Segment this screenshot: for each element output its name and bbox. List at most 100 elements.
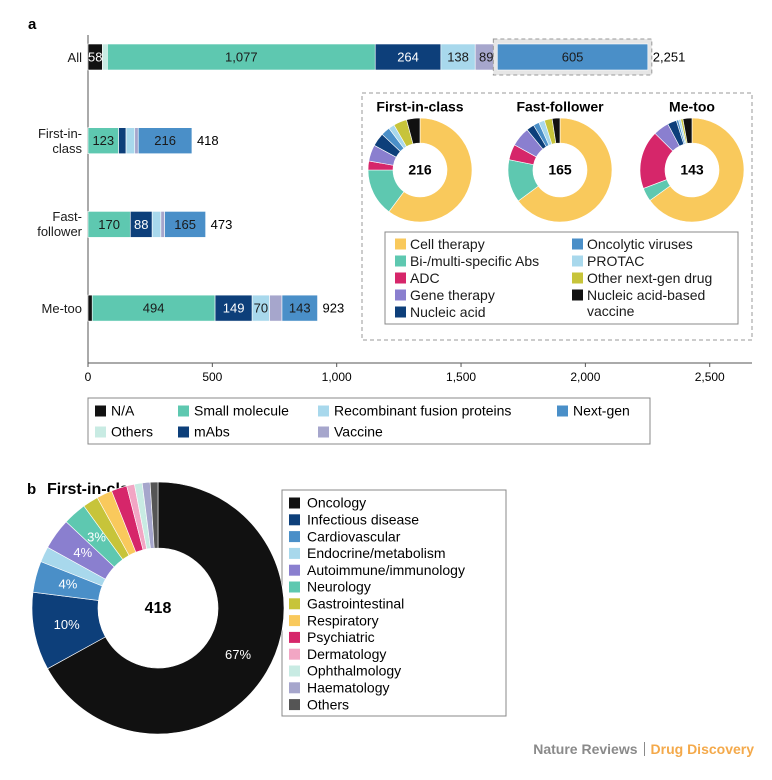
y-tick-label: Fast-follower [37,209,82,240]
data-label: 4% [73,545,92,560]
center-label: 418 [145,600,172,617]
donut-slice [406,117,421,145]
data-label: 89 [479,49,493,64]
bar-segment [374,43,442,71]
legend-label: Gastrointestinal [307,596,404,612]
legend-label: Others [111,424,153,440]
legend-swatch [289,598,300,610]
bar-segment [118,127,127,154]
bar-segment [440,43,476,71]
data-label: 143 [289,301,311,316]
data-label: 70 [254,301,268,316]
legend-label: Respiratory [307,612,379,628]
data-label: 10% [54,617,80,632]
data-label: 138 [447,49,469,64]
bar-segment [497,43,649,71]
legend-swatch [289,547,300,559]
legend-swatch [289,615,300,627]
bar-segment [137,127,193,154]
legend-swatch [395,255,406,267]
bar-segment [87,127,119,154]
legend-swatch [289,497,300,509]
legend-label: Ophthalmology [307,663,401,679]
panel-label: b [27,481,36,498]
legend-label: Endocrine/metabolism [307,545,446,561]
bar-segment [281,294,318,322]
panel-label: a [28,16,37,33]
x-tick-label: 500 [202,370,222,384]
bar-segment [87,211,131,238]
legend-swatch [289,531,300,543]
legend-label: Other next-gen drug [587,270,713,286]
legend-swatch [289,514,300,526]
donut-slice [388,117,473,223]
legend-label: Cardiovascular [307,528,401,544]
bar-segment [87,294,93,322]
publisher: Nature Reviews [533,741,638,757]
bar-segment [134,127,139,154]
legend-swatch [289,581,300,593]
legend-swatch [289,682,300,694]
legend-swatch [572,289,583,301]
data-label: 58 [88,49,102,64]
data-label: 264 [397,49,419,64]
journal: Drug Discovery [650,741,754,757]
legend-swatch [95,405,106,417]
bar-segment [214,294,253,322]
total-label: 923 [323,301,345,316]
legend-label: Bi-/multi-specific Abs [410,253,540,269]
donut-slice [517,117,613,223]
donut-slice [682,117,693,144]
bar-segment [125,127,136,154]
x-tick-label: 1,000 [322,370,352,384]
x-tick-label: 2,500 [695,370,725,384]
center-label: 216 [408,162,432,178]
x-tick-label: 2,000 [570,370,600,384]
data-label: 605 [562,49,584,64]
legend-swatch [572,255,583,267]
footer: Nature Reviews Drug Discovery [533,741,754,757]
legend-label: Cell therapy [410,236,485,252]
inset-legend-frame [384,231,739,325]
donut-slice [649,117,745,223]
legend-swatch [289,631,300,643]
legend-swatch [289,564,300,576]
y-tick-label: First-in-class [37,125,82,156]
legend-swatch [557,405,568,417]
x-tick-label: 1,500 [446,370,476,384]
donut-title: Me-too [669,99,715,115]
y-tick-label: Me-too [41,300,82,316]
center-label: 165 [548,162,572,178]
bar-segment [164,211,206,238]
data-label: 494 [143,301,165,316]
inset-frame [361,92,753,341]
donut-slice [551,117,561,144]
bar-segment [102,43,108,71]
legend-label: Oncolytic viruses [587,236,693,252]
data-label: 4% [59,576,78,591]
legend-label: mAbs [194,424,230,440]
data-label: 1,077 [225,49,258,64]
legend-swatch [289,665,300,677]
legend-swatch [95,426,106,438]
legend-label: Dermatology [307,646,386,662]
legend-label: Gene therapy [410,287,495,303]
bar-segment [160,211,165,238]
data-label: 3% [87,530,106,545]
legend-swatch [572,272,583,284]
bar-segment [151,211,162,238]
total-label: 418 [197,133,219,148]
donut-slice [149,481,159,549]
legend-swatch [395,238,406,250]
total-label: 473 [211,217,233,232]
x-tick-label: 0 [85,370,92,384]
data-label: 149 [223,301,245,316]
total-label: 2,251 [653,49,686,64]
legend-label: Haematology [307,680,390,696]
center-label: 143 [680,162,704,178]
legend-label: N/A [111,403,135,419]
legend-swatch [572,238,583,250]
legend-label: Small molecule [194,403,289,419]
bar-segment [269,294,283,322]
